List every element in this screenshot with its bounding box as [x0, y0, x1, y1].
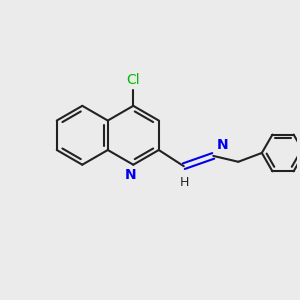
Text: N: N — [125, 168, 137, 182]
Text: Cl: Cl — [127, 73, 140, 87]
Text: N: N — [217, 138, 228, 152]
Text: H: H — [180, 176, 189, 190]
